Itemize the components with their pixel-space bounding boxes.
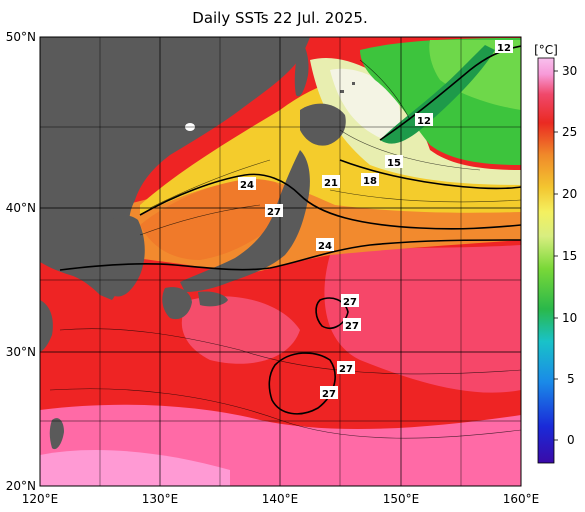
contour-label-bg [337, 361, 355, 374]
land-island-kuril-2 [352, 82, 355, 85]
map-title: Daily SSTs 22 Jul. 2025. [192, 9, 368, 27]
contour-label-bg [495, 40, 513, 53]
contour-label: 27 [345, 321, 359, 332]
contour-18 [339, 159, 521, 190]
japan-sea-orange [140, 175, 287, 260]
colorbar-tick-15: 15 [562, 249, 577, 263]
land-taiwan [49, 418, 64, 450]
contour-label: 27 [322, 389, 336, 400]
colorbar-tick-30: 30 [562, 64, 577, 78]
colorbar: [°C] 30 25 20 15 10 5 0 [534, 43, 577, 464]
colorbar-tick-20: 20 [562, 187, 577, 201]
lon-label-150: 150°E [383, 492, 420, 506]
colorbar-tick-5: 5 [567, 372, 575, 386]
colorbar-unit: [°C] [534, 43, 558, 57]
land-sakhalin [294, 40, 309, 97]
land-hokkaido [300, 103, 346, 146]
contour-label-bg [385, 155, 403, 168]
contour-label-bg [415, 113, 433, 126]
contour-thin-1 [149, 159, 271, 209]
map-frame [39, 36, 522, 487]
colorbar-tick-0: 0 [567, 433, 575, 447]
ocean-white-zone [330, 68, 401, 140]
contour-label: 27 [339, 364, 353, 375]
contour-label-bg [265, 204, 283, 217]
contour-label-bg [361, 173, 379, 186]
colorbar-gradient [537, 57, 555, 464]
contour-label-bg [322, 175, 340, 188]
contour-thin-2 [139, 204, 261, 236]
lon-label-130: 130°E [142, 492, 179, 506]
land-island-kuril [340, 90, 344, 93]
contour-27-loop-2 [315, 297, 349, 329]
land-kyushu [162, 287, 192, 320]
contour-24 [139, 173, 521, 230]
contour-label-bg [320, 386, 338, 399]
lat-label-50: 50°N [6, 30, 36, 44]
lat-label-20: 20°N [6, 479, 36, 493]
ocean-yellow-band [140, 80, 521, 215]
contour-thin-7 [359, 59, 411, 121]
contour-label-bg [341, 294, 359, 307]
lat-label-40: 40°N [6, 201, 36, 215]
contour-label: 12 [417, 116, 431, 127]
lon-label-160: 160°E [503, 492, 540, 506]
map-grid [40, 37, 521, 486]
land-shikoku [198, 291, 228, 307]
contour-label: 18 [363, 176, 377, 187]
ocean-pink-central [181, 296, 300, 364]
lon-label-140: 140°E [262, 492, 299, 506]
land-honshu [180, 150, 310, 292]
contour-label-bg [343, 318, 361, 331]
contour-label-bg [316, 238, 334, 251]
contour-label: 12 [497, 43, 511, 54]
contour-thin-3 [329, 189, 521, 203]
land-korea [100, 215, 145, 297]
contour-27-north [59, 239, 521, 271]
colorbar-tick-10: 10 [562, 311, 577, 325]
contour-label: 24 [318, 241, 332, 252]
contour-label-bg [238, 177, 256, 190]
ocean-pink-east [324, 245, 521, 393]
contour-27-loop [268, 352, 336, 415]
land-china-coast [40, 300, 53, 352]
contour-label: 27 [343, 297, 357, 308]
ocean-hot-zone-south [40, 450, 230, 486]
lat-label-30: 30°N [6, 345, 36, 359]
contour-label: 24 [240, 180, 254, 191]
lon-label-120: 120°E [22, 492, 59, 506]
contour-label: 27 [267, 207, 281, 218]
colorbar-tick-25: 25 [562, 125, 577, 139]
contour-label: 21 [324, 178, 338, 189]
contour-label: 15 [387, 158, 401, 169]
